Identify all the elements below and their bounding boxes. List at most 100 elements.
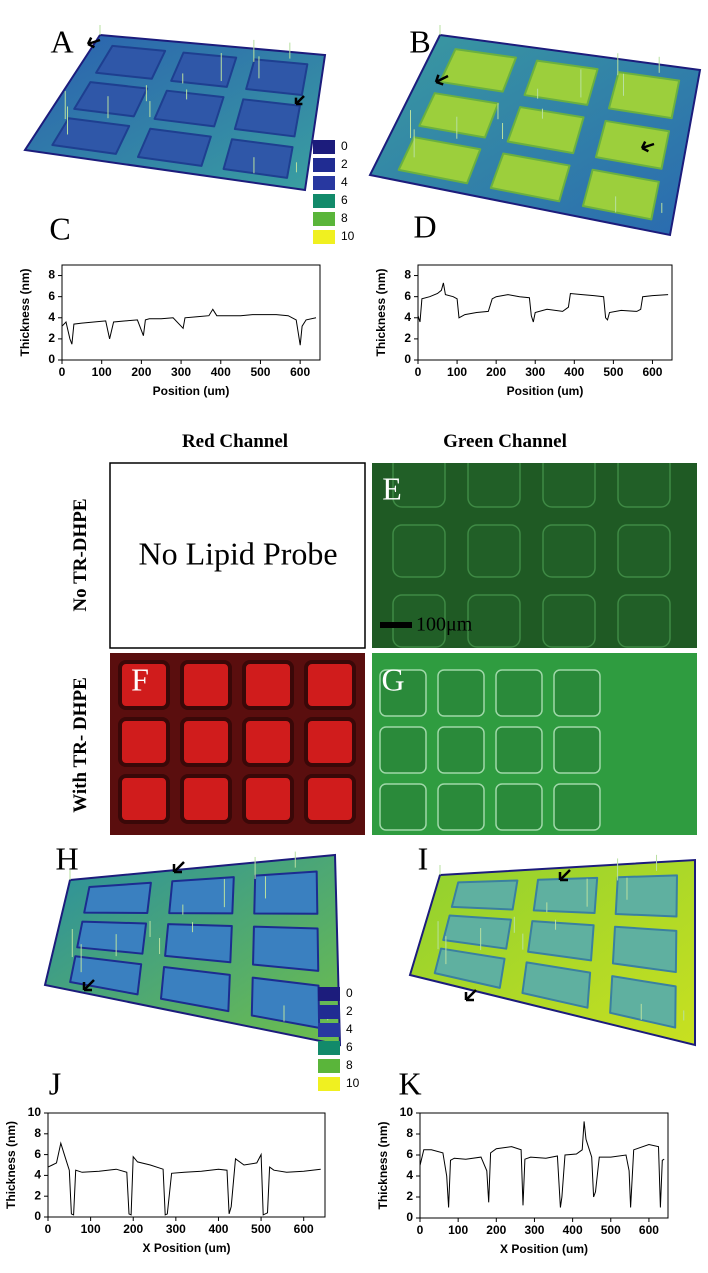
y-tick-label: 4 — [406, 1168, 413, 1182]
scale-bar — [380, 622, 412, 628]
x-tick-label: 200 — [486, 365, 506, 379]
legend-label: 8 — [341, 211, 348, 225]
x-axis-label: Position (um) — [507, 384, 584, 398]
x-tick-label: 200 — [486, 1223, 506, 1237]
row-label: With TR- DHPE — [70, 677, 91, 813]
pattern-square — [617, 594, 671, 648]
pattern-square — [542, 524, 596, 578]
surface-square — [159, 965, 231, 1013]
y-tick-label: 6 — [34, 1147, 41, 1161]
pattern-square — [304, 774, 356, 824]
pattern-square — [617, 524, 671, 578]
y-tick-label: 8 — [406, 1126, 413, 1140]
surface-square — [442, 914, 512, 950]
x-tick-label: 200 — [123, 1222, 143, 1236]
surface-square — [523, 59, 599, 106]
y-tick-label: 4 — [48, 310, 55, 324]
surface-square — [594, 119, 671, 170]
y-tick-label: 8 — [34, 1126, 41, 1140]
x-tick-label: 500 — [601, 1223, 621, 1237]
legend-swatch — [313, 176, 335, 190]
pattern-square — [495, 726, 543, 774]
arrow — [640, 141, 655, 153]
arrow — [172, 861, 185, 874]
pattern-square — [242, 660, 294, 710]
panel-label: J — [49, 1065, 61, 1101]
arrow — [434, 74, 449, 86]
x-tick-label: 400 — [564, 365, 584, 379]
x-tick-label: 600 — [294, 1222, 314, 1236]
panel-label: I — [418, 840, 429, 876]
surface-square — [527, 920, 595, 962]
x-tick-label: 0 — [59, 365, 66, 379]
y-tick-label: 0 — [48, 352, 55, 366]
x-tick-label: 400 — [208, 1222, 228, 1236]
legend-label: 0 — [346, 986, 353, 1000]
legend-swatch — [313, 212, 335, 226]
surface-square — [397, 136, 482, 185]
panel-label: C — [49, 210, 70, 246]
x-tick-label: 100 — [448, 1223, 468, 1237]
pattern-square — [437, 783, 485, 831]
y-tick-label: 0 — [34, 1209, 41, 1223]
pattern-square — [180, 717, 232, 767]
pattern-square — [553, 669, 601, 717]
legend-swatch — [318, 1023, 340, 1037]
pattern-square — [392, 524, 446, 578]
y-tick-label: 8 — [48, 268, 55, 282]
image-empty — [109, 462, 366, 649]
surface-square — [95, 44, 167, 80]
legend-swatch — [318, 1005, 340, 1019]
legend-swatch — [318, 1077, 340, 1091]
surface-square — [607, 71, 681, 120]
y-axis-label: Thickness (nm) — [18, 268, 32, 356]
pattern-square — [553, 726, 601, 774]
legend-swatch — [318, 1041, 340, 1055]
y-tick-label: 4 — [404, 310, 411, 324]
placeholder: No Lipid Probe — [138, 535, 337, 571]
surface-square — [170, 51, 238, 88]
x-tick-label: 100 — [81, 1222, 101, 1236]
panel-label: F — [131, 661, 149, 697]
legend-label: 10 — [346, 1076, 360, 1090]
legend-label: 8 — [346, 1058, 353, 1072]
x-tick-label: 300 — [525, 365, 545, 379]
x-tick-label: 0 — [415, 365, 422, 379]
x-axis-label: X Position (um) — [500, 1242, 588, 1256]
x-tick-label: 300 — [524, 1223, 544, 1237]
surface-square — [51, 117, 131, 155]
channel-label: Green Channel — [443, 431, 567, 452]
y-axis-label: Thickness (nm) — [376, 1121, 390, 1209]
x-tick-label: 400 — [563, 1223, 583, 1237]
surface-square — [506, 106, 585, 155]
y-tick-label: 2 — [48, 331, 55, 345]
y-tick-label: 10 — [28, 1105, 42, 1119]
x-axis-label: Position (um) — [153, 384, 230, 398]
pattern-square — [242, 774, 294, 824]
legend-label: 2 — [341, 157, 348, 171]
x-tick-label: 600 — [290, 365, 310, 379]
y-axis-label: Thickness (nm) — [374, 268, 388, 356]
x-tick-label: 600 — [639, 1223, 659, 1237]
surface-square — [609, 975, 677, 1029]
panel-label: A — [50, 23, 73, 59]
surface-square — [489, 152, 571, 203]
pattern-square — [118, 717, 170, 767]
panel-label: E — [382, 470, 402, 506]
y-tick-label: 6 — [404, 289, 411, 303]
arrow — [86, 37, 101, 49]
x-tick-label: 500 — [603, 365, 623, 379]
x-tick-label: 300 — [171, 365, 191, 379]
pattern-square — [495, 669, 543, 717]
surface-square — [614, 874, 678, 918]
x-tick-label: 500 — [251, 1222, 271, 1236]
profile-line — [419, 1121, 665, 1208]
panel-label: D — [413, 208, 436, 244]
y-tick-label: 2 — [406, 1189, 413, 1203]
x-tick-label: 400 — [211, 365, 231, 379]
legend-swatch — [313, 230, 335, 244]
panel-label: K — [398, 1065, 421, 1101]
pattern-square — [304, 717, 356, 767]
legend-swatch — [313, 194, 335, 208]
